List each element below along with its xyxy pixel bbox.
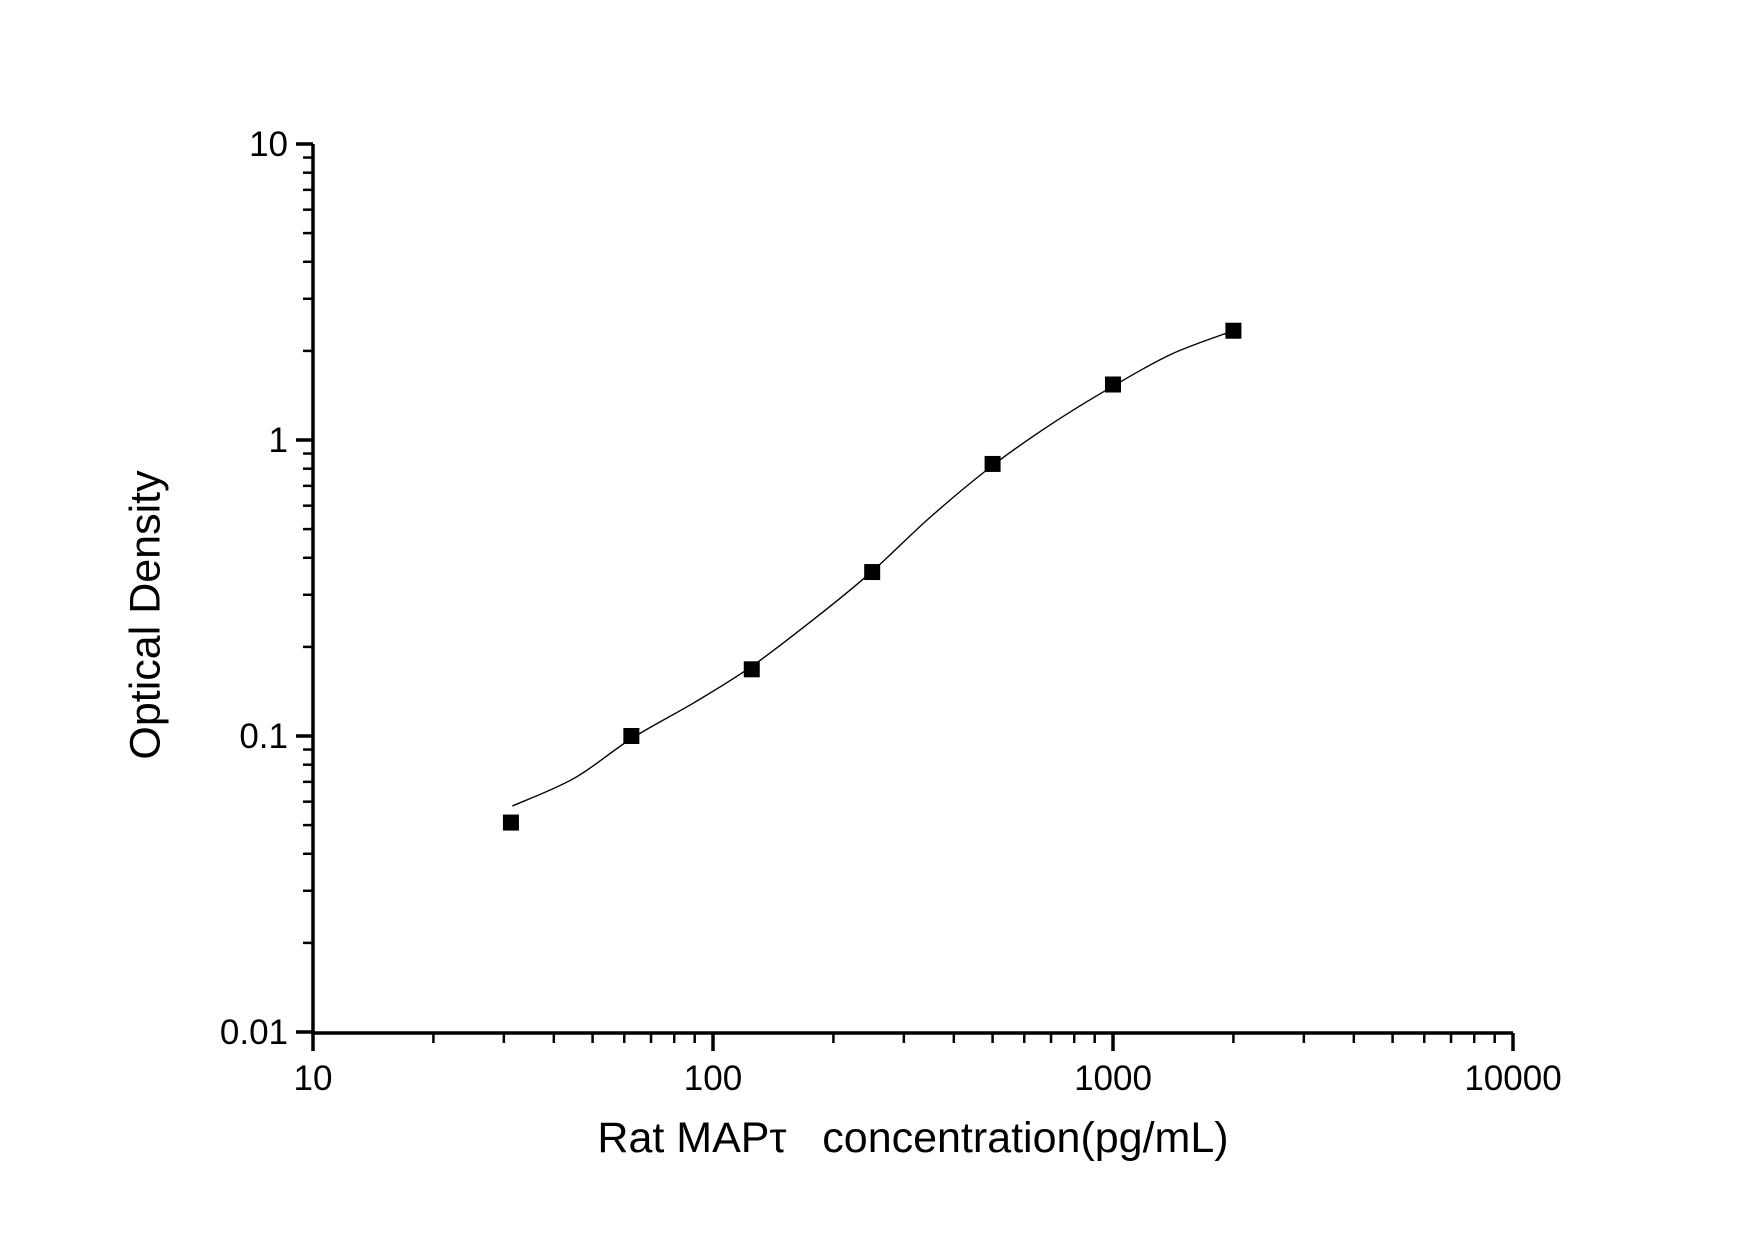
axis-tick-labels: 10 100 1000 10000 10 1 0.1 0.01	[220, 125, 1562, 1098]
y-axis-title: Optical Density	[121, 470, 170, 760]
data-point	[864, 564, 881, 581]
y-tick-label: 0.01	[220, 1013, 288, 1052]
x-tick-label: 100	[684, 1059, 742, 1098]
axis-ticks	[296, 142, 1515, 1051]
data-points-group	[502, 322, 1242, 831]
data-point	[623, 728, 640, 744]
axes	[311, 144, 1513, 1035]
x-axis-title: Rat MAPτ concentration(pg/mL)	[597, 1114, 1229, 1162]
y-tick-label: 0.1	[239, 717, 288, 756]
data-point	[1105, 376, 1121, 393]
data-point	[1225, 322, 1242, 339]
x-tick-label: 10000	[1464, 1059, 1561, 1098]
y-tick-label: 1	[269, 421, 288, 460]
data-point	[502, 814, 519, 831]
x-tick-label: 1000	[1074, 1059, 1152, 1098]
y-tick-label: 10	[249, 125, 288, 164]
data-point	[743, 661, 760, 678]
data-point	[984, 455, 1001, 472]
x-tick-label: 10	[294, 1059, 333, 1098]
